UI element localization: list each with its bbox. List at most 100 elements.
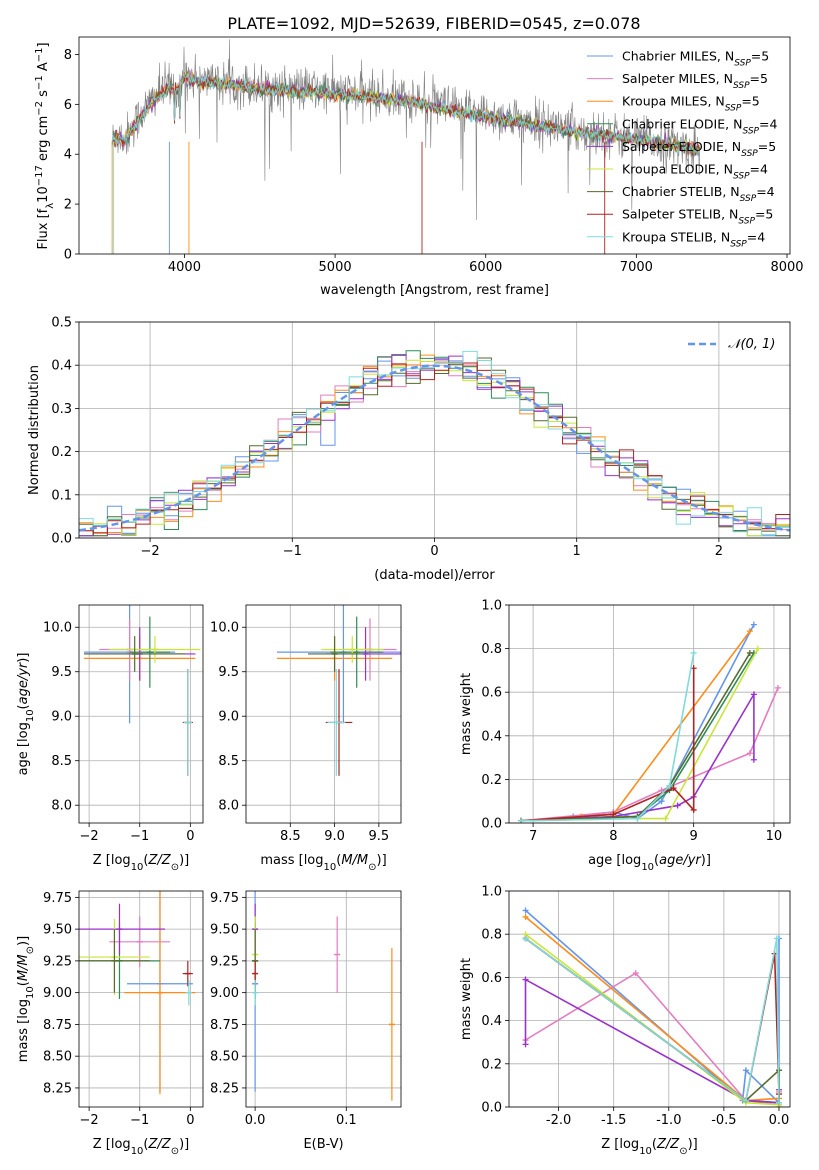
tick-label-x: -1.5 (601, 1113, 626, 1128)
label-part: 10 (131, 862, 144, 873)
errorbar-point (308, 636, 362, 672)
label-part: 10 (25, 709, 36, 722)
plus-marker (690, 806, 697, 813)
tick-label-y: 9.50 (43, 923, 72, 938)
tick-label-y: 0.1 (51, 488, 72, 503)
legend-label: Chabrier ELODIE, NSSP=4 (622, 116, 777, 136)
x-axis-label: age [log10(age/yr)] (588, 853, 711, 873)
tick-label-y: 8.25 (43, 1081, 72, 1096)
plus-marker (742, 1097, 749, 1104)
tick-label-x: −2 (141, 544, 160, 559)
plus-marker (522, 907, 529, 914)
errorbar-point (321, 636, 384, 663)
label-part: ( (16, 704, 31, 709)
tick-label-x: 9.5 (369, 829, 390, 844)
legend-sub: SSP (741, 149, 758, 159)
legend-name: Salpeter ELODIE, N (622, 139, 741, 154)
tick-label-y: 0.8 (481, 642, 502, 657)
tick-label-x: 0 (186, 1113, 194, 1128)
plot-area (522, 907, 782, 1107)
label-part: 10 (25, 986, 36, 999)
plus-marker (775, 1099, 782, 1106)
tick-label-x: 10 (766, 829, 783, 844)
plus-marker (674, 802, 681, 809)
label-part: Z/Z (148, 1137, 172, 1152)
label-part: )] (179, 1137, 189, 1152)
mass-weight-line (525, 937, 780, 1103)
mass-weight-line (524, 978, 780, 1104)
legend-name: Salpeter MILES, N (622, 71, 733, 86)
x-axis-label: E(B-V) (303, 1137, 343, 1152)
label-part: M/M (16, 954, 31, 981)
spectrum-model-line (111, 73, 701, 155)
label-part: ( (652, 1137, 657, 1152)
label-part: A (36, 62, 51, 75)
label-part: )] (16, 936, 31, 946)
plus-marker (522, 976, 529, 983)
legend-label: Kroupa MILES, NSSP=5 (622, 94, 760, 114)
tick-label-x: -0.5 (711, 1113, 736, 1128)
plus-marker (746, 750, 753, 757)
plot-area (79, 891, 196, 1095)
tick-label-x: 4000 (168, 260, 201, 275)
label-part: 10 (639, 1146, 652, 1157)
label-part: Z/Z (656, 1137, 680, 1152)
tick-label-y: 6 (64, 98, 72, 113)
tick-label-y: 9.5 (51, 665, 72, 680)
label-part: 10 (36, 186, 51, 203)
label-part: )] (377, 853, 387, 868)
label-part: 10 (131, 1146, 144, 1157)
errorbar-point (84, 636, 186, 672)
tick-label-x: 0.0 (245, 1113, 266, 1128)
plus-marker (658, 787, 665, 794)
errorbar-point (79, 929, 150, 993)
label-part: M/M (341, 853, 368, 868)
tick-label-y: 4 (64, 148, 72, 163)
tick-label-x: 0.1 (336, 1113, 357, 1128)
plot-area (111, 39, 701, 254)
label-part: Z/Z (148, 853, 172, 868)
chart-residuals: −2 −1 0 1 2 0.0 0.1 0.2 0.3 0.4 0.5 𝒩(0, 1) (data-mo… (27, 316, 791, 583)
errorbar-point (109, 636, 201, 663)
legend-val: =4 (756, 184, 774, 199)
tick-label-y: 2 (64, 198, 72, 213)
label-part: )] (701, 853, 711, 868)
mass-weight-line (520, 668, 695, 822)
plus-marker (666, 782, 673, 789)
legend-label: Kroupa STELIB, NSSP=4 (622, 229, 765, 249)
errorbar-point (124, 891, 196, 1095)
x-axis-label: (data-model)/error (374, 568, 495, 583)
label-part: s (36, 90, 51, 101)
tick-label-y: 8.0 (218, 799, 239, 814)
tick-label-x: 5000 (319, 260, 352, 275)
axes-frame (508, 604, 791, 824)
legend-val: =5 (751, 49, 769, 64)
legend-val: =5 (750, 71, 768, 86)
axes-frame (78, 36, 791, 255)
tick-label-y: 9.5 (218, 665, 239, 680)
tick-label-y: 9.0 (218, 710, 239, 725)
errorbar-point (334, 916, 341, 993)
plus-marker (522, 935, 529, 942)
plot-area (79, 350, 790, 538)
x-axis-label: mass [log10(M/M⊙)] (260, 853, 386, 873)
label-part: ( (654, 853, 659, 868)
label-part: ⊙ (679, 1146, 687, 1157)
label-part: erg cm (36, 116, 51, 165)
legend-label: Salpeter MILES, NSSP=5 (622, 71, 768, 91)
chart-age_vs_Z: −2 −1 08.08.59.09.510.0Z [log10(Z/Z⊙)]age … (16, 604, 204, 873)
gaussian-curve (79, 364, 790, 532)
tick-label-x: 1 (573, 544, 581, 559)
plot-area (277, 605, 401, 776)
tick-label-x: 8000 (770, 260, 803, 275)
plus-marker (662, 815, 669, 822)
tick-label-y: 8 (64, 48, 72, 63)
tick-label-x: 7 (529, 829, 537, 844)
errorbar-point (185, 979, 192, 1006)
mass-weight-line (520, 687, 779, 822)
mass-weight-line (525, 972, 780, 1106)
label-part: ( (143, 1137, 148, 1152)
label-part: 10 (324, 862, 337, 873)
